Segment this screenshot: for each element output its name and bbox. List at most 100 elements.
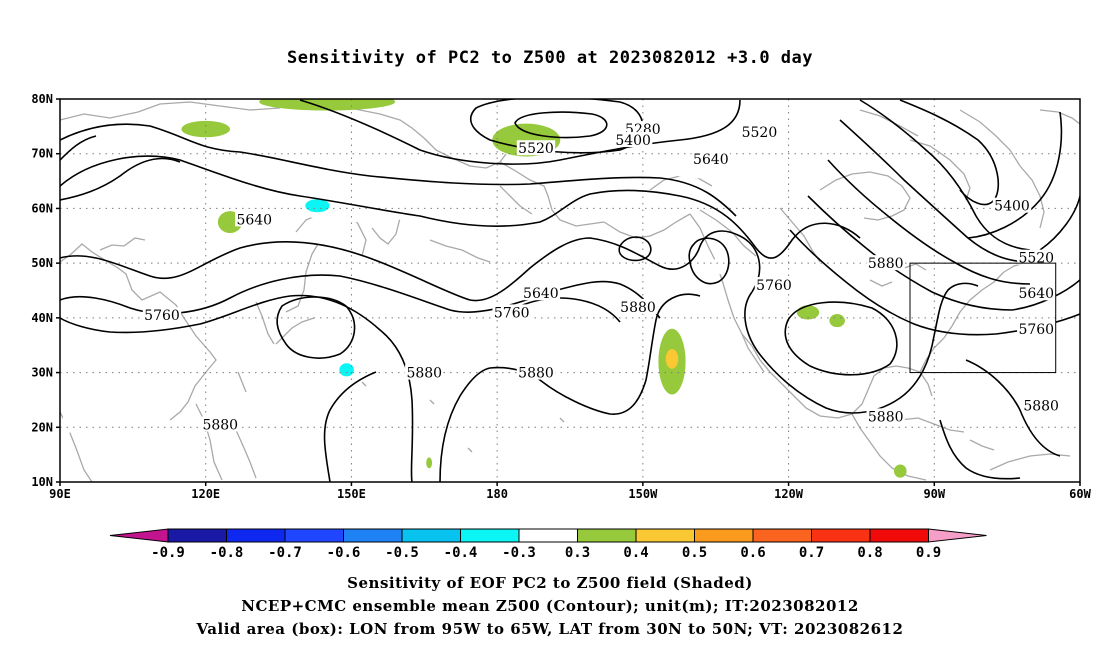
sensitivity-patch — [999, 417, 1015, 432]
sensitivity-patch — [426, 457, 433, 469]
colorbar-swatch — [167, 528, 227, 543]
z500-contour-line — [939, 419, 1021, 480]
z500-contour-line — [807, 195, 1013, 311]
contour-label-bg — [492, 304, 531, 320]
coastline-segment — [467, 447, 473, 453]
z500-contours — [60, 99, 1080, 482]
contour-label: 5760 — [756, 278, 792, 294]
coastline-segment — [275, 317, 315, 345]
coastline-segment — [869, 279, 893, 287]
z500-contour-line — [60, 123, 737, 217]
z500-contour-line — [827, 159, 1031, 285]
colorbar-label: -0.7 — [268, 545, 302, 561]
lat-tick-label: 50N — [31, 256, 53, 270]
sensitivity-patch — [566, 256, 584, 276]
z500-contour-line — [965, 359, 1061, 457]
colorbar-label: 0.7 — [799, 545, 824, 561]
colorbar-swatch — [226, 528, 286, 543]
sensitivity-patch — [339, 363, 354, 377]
contour-label: 5880 — [620, 300, 656, 316]
colorbar-label: 0.5 — [682, 545, 707, 561]
colorbar-label: 0.9 — [916, 545, 941, 561]
coastline-segment — [429, 399, 435, 405]
contour-label: 5880 — [868, 256, 904, 272]
colorbar-label: 0.4 — [623, 545, 648, 561]
contour-label-bg — [866, 255, 905, 271]
coastline-segment — [851, 365, 933, 415]
contour-label: 5760 — [494, 305, 530, 321]
lat-tick-label: 70N — [31, 147, 53, 161]
contour-label-bg — [142, 307, 182, 323]
coastline-segment — [361, 381, 367, 387]
colorbar-label: -0.6 — [327, 545, 361, 561]
contour-label-bg — [691, 151, 731, 167]
lon-tick-label: 150W — [628, 487, 658, 501]
sensitivity-patch — [893, 464, 907, 478]
z500-contour-line — [784, 301, 898, 376]
z500-contour-line — [839, 119, 1031, 263]
colorbar-swatch — [694, 528, 754, 543]
colorbar-swatch — [460, 528, 520, 543]
contour-label-bg — [1017, 320, 1056, 336]
contour-label: 5640 — [693, 152, 729, 168]
z500-contour-line — [519, 297, 621, 323]
contour-label-bg — [1017, 285, 1056, 301]
lat-tick-label: 30N — [31, 366, 53, 380]
contour-label: 5880 — [1023, 398, 1059, 414]
contour-label-bg — [1021, 397, 1061, 413]
coastline-segment — [819, 171, 911, 221]
axis-labels: 90E 120E 150E 180 150W 120W 90W 60W 80N 70N 60N 50N… — [31, 92, 1091, 501]
coastline-segment — [899, 417, 965, 433]
z500-contour-line — [514, 111, 608, 139]
coastline-segment — [559, 417, 565, 423]
lon-tick-label: 60W — [1069, 487, 1091, 501]
contour-label: 5640 — [523, 286, 559, 302]
z500-contour-line — [688, 237, 730, 285]
caption-line-valid-area: Valid area (box): LON from 95W to 65W, L… — [196, 620, 904, 638]
sensitivity-patch — [761, 243, 796, 272]
contour-label-bg — [521, 285, 561, 301]
contour-label-bg — [1017, 249, 1056, 265]
contour-label-bg — [516, 364, 556, 380]
z500-contour-line — [60, 135, 97, 161]
lon-tick-label: 90E — [49, 487, 71, 501]
contour-label-bg — [754, 277, 794, 293]
lat-tick-label: 80N — [31, 92, 53, 106]
coastline-segment — [919, 271, 1005, 373]
lat-tick-label: 40N — [31, 311, 53, 325]
map-title: Sensitivity of PC2 to Z500 at 2023082012… — [286, 48, 813, 68]
lon-tick-label: 120W — [774, 487, 804, 501]
z500-contour-line — [933, 282, 979, 337]
lat-tick-label: 60N — [31, 201, 53, 215]
z500-contour-line — [60, 294, 414, 482]
colorbar-label: 0.6 — [740, 545, 765, 561]
sensitivity-patch — [710, 257, 731, 275]
colorbar-swatch — [811, 528, 871, 543]
contour-label: 5520 — [742, 125, 778, 141]
contour-label: 5880 — [868, 409, 904, 425]
sensitivity-patch — [714, 347, 737, 381]
colorbar-label: -0.3 — [502, 545, 536, 561]
contour-label: 5640 — [1018, 286, 1054, 302]
colorbar-label: -0.9 — [151, 545, 185, 561]
contour-label: 5400 — [615, 133, 651, 149]
contour-label: 5520 — [518, 141, 554, 157]
contour-label-bg — [866, 408, 905, 424]
contour-label: 5760 — [144, 308, 180, 324]
colorbar-label: 0.3 — [565, 545, 590, 561]
coastline-segment — [499, 185, 533, 215]
contour-label-bg — [235, 211, 274, 227]
coastline-segment — [195, 403, 223, 481]
z500-contour-line — [439, 293, 701, 482]
map-frame — [59, 98, 1081, 483]
sensitivity-patch — [829, 314, 845, 328]
z500-contour-line — [60, 230, 761, 302]
colorbar: -0.9 -0.8 -0.7 -0.6 -0.5 -0.4 -0.3 0.3 0.4 0.5 0.6… — [109, 528, 987, 561]
z500-contour-line — [967, 111, 1063, 239]
z500-contour-line — [276, 296, 356, 359]
contour-label: 5400 — [994, 199, 1030, 215]
colorbar-low-arrow — [109, 528, 169, 543]
contour-label-bg — [516, 140, 556, 156]
colorbar-label: -0.8 — [210, 545, 244, 561]
